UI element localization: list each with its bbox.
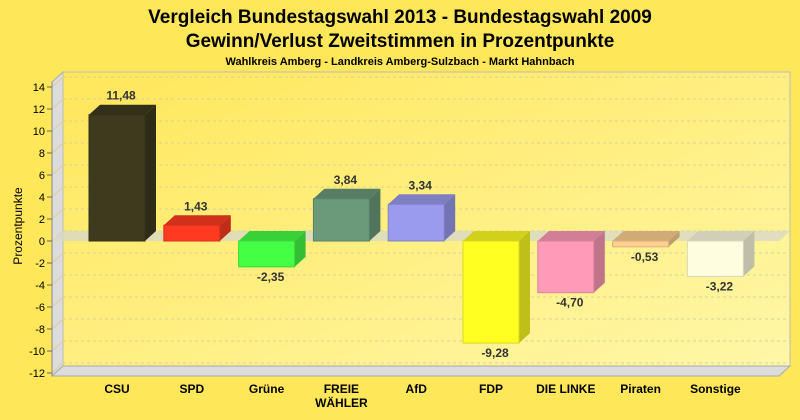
y-tick-label: 10 (33, 126, 45, 138)
bar-top (687, 231, 755, 241)
x-tick-label: Grüne (249, 382, 285, 396)
y-tick-label: -8 (35, 324, 45, 336)
bar-FREIE WÄHLER (312, 198, 370, 242)
bar-side (294, 231, 306, 267)
bar-top (388, 194, 456, 205)
grid-line (51, 318, 64, 330)
bar-side (369, 188, 381, 241)
bar-AfD (387, 203, 445, 242)
x-tick-label: WÄHLER (315, 395, 368, 410)
bar-FDP (462, 240, 520, 344)
grid-line (51, 142, 64, 154)
bar-top (163, 215, 231, 226)
y-tick-label: 0 (39, 236, 45, 248)
x-tick-label: AfD (406, 382, 428, 396)
data-label: -3,22 (706, 279, 734, 293)
y-tick-label: 14 (33, 82, 45, 94)
x-tick-label: SPD (179, 382, 204, 396)
bar-Piraten (612, 240, 670, 248)
bar-DIE LINKE (537, 240, 595, 294)
bar-side (668, 231, 680, 247)
grid-line (51, 252, 64, 264)
grid-line (51, 274, 64, 286)
x-tick-label: FREIE (324, 382, 359, 396)
grid-line (51, 340, 64, 352)
x-tick-label: FDP (479, 382, 503, 396)
bar-SPD (163, 224, 221, 242)
y-tick-label: -6 (35, 302, 45, 314)
y-tick-label: -12 (29, 368, 45, 380)
grid-line (51, 186, 64, 198)
grid-line (51, 120, 64, 132)
grid-line (51, 208, 64, 220)
grid-line (51, 98, 64, 110)
data-label: -9,28 (481, 346, 509, 360)
data-label: -2,35 (257, 270, 285, 284)
grid-line (51, 164, 64, 176)
y-tick-label: 2 (39, 214, 45, 226)
y-tick-label: 8 (39, 148, 45, 160)
grid-line (51, 76, 64, 88)
bar-top (313, 188, 381, 199)
chart-title: Vergleich Bundestagswahl 2013 - Bundesta… (148, 7, 652, 28)
x-tick-label: Piraten (620, 382, 661, 396)
bar-side (593, 231, 605, 293)
y-tick-label: 12 (33, 104, 45, 116)
bar-side (743, 231, 755, 277)
y-axis-label: Prozentpunkte (11, 187, 25, 265)
y-tick-label: 4 (39, 192, 45, 204)
x-tick-label: DIE LINKE (536, 382, 595, 396)
data-label: -0,53 (631, 250, 659, 264)
grid-line (51, 296, 64, 308)
bar-Sonstige (686, 240, 744, 277)
x-tick-label: CSU (104, 382, 129, 396)
bar-Grüne (238, 240, 296, 268)
chart-subtitle: Gewinn/Verlust Zweitstimmen in Prozentpu… (186, 31, 615, 52)
data-label: -4,70 (556, 296, 584, 310)
floor (50, 365, 792, 377)
grid-line (51, 362, 64, 374)
x-tick-label: Sonstige (690, 382, 741, 396)
chart-subtitle2: Wahlkreis Amberg - Landkreis Amberg-Sulz… (225, 56, 574, 68)
y-tick-label: -10 (29, 346, 45, 358)
y-tick-label: -2 (35, 258, 45, 270)
bar-top (238, 231, 306, 241)
data-label: 1,43 (184, 199, 208, 213)
y-tick-label: -4 (35, 280, 45, 292)
bar-CSU (88, 114, 146, 242)
y-tick-label: 6 (39, 170, 45, 182)
bar-side (219, 215, 231, 241)
bar-side (145, 104, 156, 241)
bar-side (519, 231, 530, 344)
bar-top (612, 231, 680, 241)
bar-top (89, 104, 156, 115)
data-label: 3,34 (409, 178, 433, 192)
side-wall (51, 70, 64, 378)
data-label: 11,48 (106, 89, 136, 103)
bar-side (444, 194, 456, 241)
bar-top (537, 231, 605, 241)
bar-top (463, 231, 530, 241)
data-label: 3,84 (334, 173, 358, 187)
